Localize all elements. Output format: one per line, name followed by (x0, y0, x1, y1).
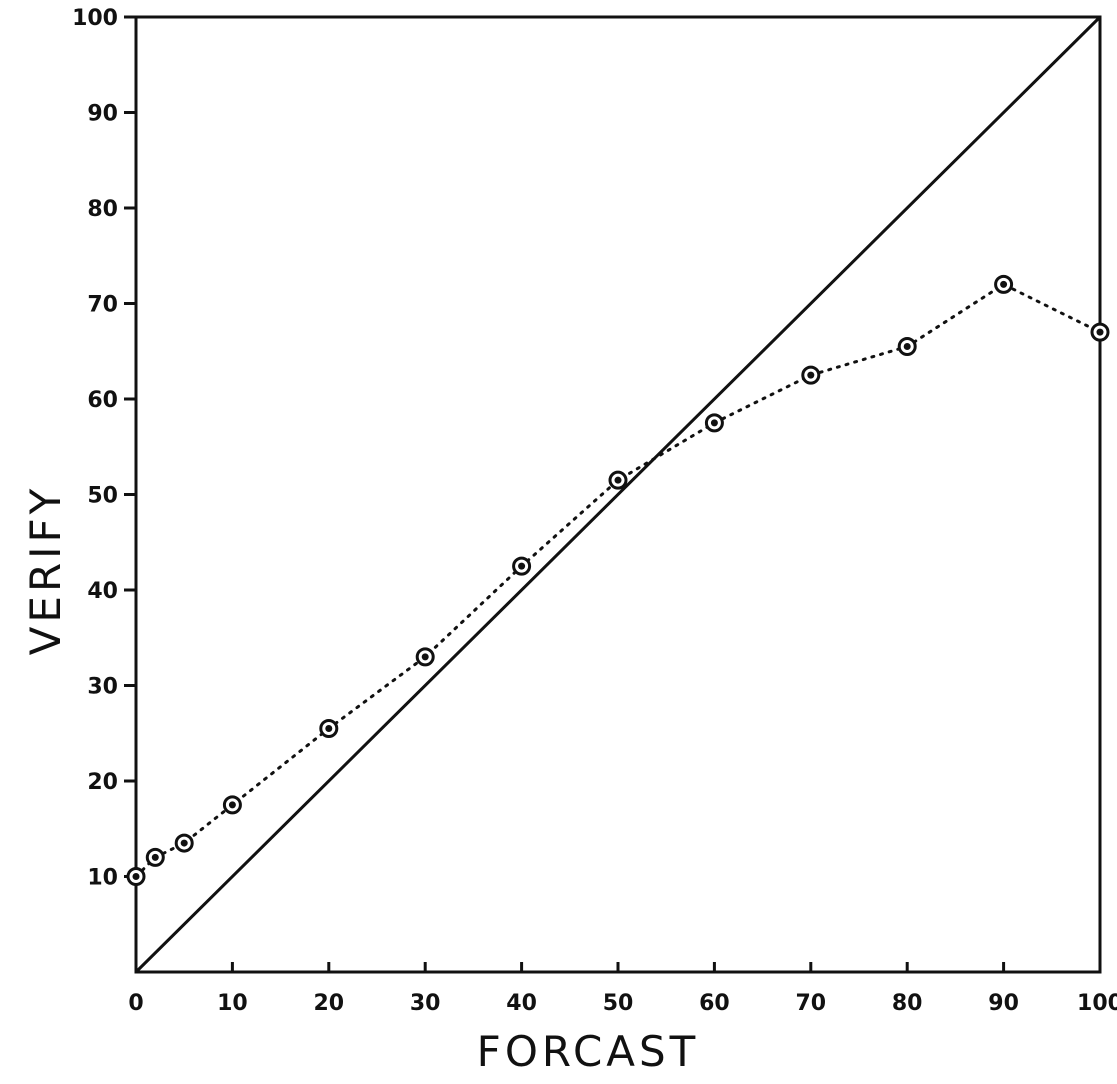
y-tick-label: 10 (87, 866, 118, 891)
x-tick-label: 100 (1077, 991, 1117, 1016)
x-tick-label: 10 (217, 991, 248, 1016)
data-point (704, 413, 724, 433)
y-tick-label: 30 (87, 675, 118, 700)
x-tick-label: 20 (313, 991, 344, 1016)
x-tick-label: 80 (892, 991, 923, 1016)
y-axis-title: VERIFY (21, 485, 70, 656)
reference-diagonal-line (134, 15, 1102, 974)
y-tick-label: 90 (87, 102, 118, 127)
x-tick-label: 90 (988, 991, 1019, 1016)
y-tick-label: 60 (87, 388, 118, 413)
x-tick-label: 30 (410, 991, 441, 1016)
y-tick-label: 70 (87, 293, 118, 318)
data-point (319, 718, 339, 738)
x-tick-label: 60 (699, 991, 730, 1016)
x-axis-ticks: 0 10 20 30 40 50 60 70 80 90 100 (128, 962, 1117, 1016)
data-point (512, 556, 532, 576)
y-tick-label: 50 (87, 484, 118, 509)
series-points (126, 274, 1110, 886)
x-tick-label: 50 (603, 991, 634, 1016)
x-tick-label: 70 (795, 991, 826, 1016)
y-axis-ticks: 10 20 30 40 50 60 70 80 90 100 (72, 6, 136, 891)
data-point (222, 795, 242, 815)
y-tick-label: 100 (72, 6, 118, 31)
series-dotted-line (134, 282, 1102, 878)
data-point (608, 470, 628, 490)
data-point (415, 647, 435, 667)
y-tick-label: 80 (87, 197, 118, 222)
data-point (1090, 322, 1110, 342)
x-tick-label: 0 (128, 991, 143, 1016)
data-point (994, 274, 1014, 294)
x-axis-title: FORCAST (477, 1027, 700, 1076)
data-point (801, 365, 821, 385)
y-tick-label: 20 (87, 770, 118, 795)
x-tick-label: 40 (506, 991, 537, 1016)
data-point (126, 867, 146, 886)
data-point (174, 833, 194, 853)
data-point (145, 847, 165, 867)
y-tick-label: 40 (87, 579, 118, 604)
data-point (897, 336, 917, 356)
